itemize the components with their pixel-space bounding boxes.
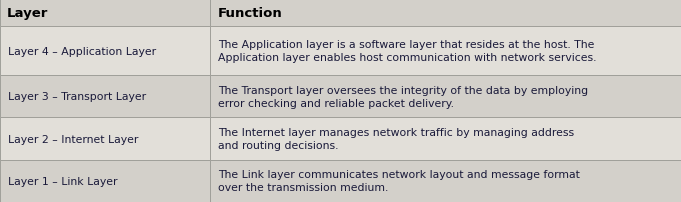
- Bar: [0, 118, 210, 160]
- Text: Layer 3 – Transport Layer: Layer 3 – Transport Layer: [8, 92, 146, 102]
- Bar: [210, 160, 681, 202]
- Bar: [210, 76, 681, 118]
- Bar: [210, 0, 681, 27]
- Text: Layer 4 – Application Layer: Layer 4 – Application Layer: [8, 47, 157, 57]
- Bar: [0, 160, 210, 202]
- Bar: [0, 27, 210, 76]
- Text: Layer: Layer: [7, 7, 48, 20]
- Text: The Application layer is a software layer that resides at the host. The
Applicat: The Application layer is a software laye…: [218, 40, 597, 63]
- Bar: [0, 76, 210, 118]
- Text: Layer 2 – Internet Layer: Layer 2 – Internet Layer: [8, 134, 138, 144]
- Text: The Link layer communicates network layout and message format
over the transmiss: The Link layer communicates network layo…: [218, 169, 580, 193]
- Bar: [210, 118, 681, 160]
- Bar: [210, 27, 681, 76]
- Bar: [0, 0, 210, 27]
- Text: The Internet layer manages network traffic by managing address
and routing decis: The Internet layer manages network traff…: [218, 127, 574, 150]
- Text: The Transport layer oversees the integrity of the data by employing
error checki: The Transport layer oversees the integri…: [218, 85, 588, 108]
- Text: Layer 1 – Link Layer: Layer 1 – Link Layer: [8, 176, 118, 186]
- Text: Function: Function: [218, 7, 283, 20]
